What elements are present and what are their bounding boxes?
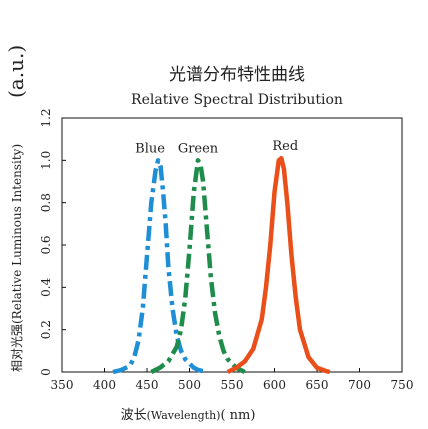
y-tick-label: 0.4 [39, 277, 53, 296]
y-axis-title: 相对光强(Relative Luminous Intensity) (a.u.) [4, 45, 28, 372]
x-tick-label: 500 [178, 378, 201, 392]
red-series-line [226, 155, 331, 375]
y-tick-label: 0.2 [39, 320, 53, 339]
x-tick-label: 400 [93, 378, 116, 392]
x-tick-label: 650 [306, 378, 329, 392]
green-series-label: Green [178, 141, 219, 156]
y-tick-label: 1.2 [39, 108, 53, 127]
x-tick-label: 450 [136, 378, 159, 392]
y-tick-label: 0.8 [39, 193, 53, 212]
y-axis-label: 相对光强(Relative Luminous Intensity) [10, 144, 24, 372]
green-series-line [150, 158, 246, 375]
chart-title: 光谱分布特性曲线 [169, 65, 305, 85]
blue-series-label: Blue [135, 141, 165, 156]
y-tick-label: 1.0 [39, 151, 53, 170]
x-tick-label: 700 [348, 378, 371, 392]
y-axis-ticks: 0 0.2 0.4 0.6 0.8 1.0 1.2 [39, 108, 66, 376]
y-tick-label: 0.6 [39, 235, 53, 254]
y-axis-unit: (a.u.) [4, 45, 28, 98]
y-tick-label: 0 [39, 368, 53, 376]
x-axis-unit: ( nm) [220, 408, 255, 423]
plot-frame [61, 117, 403, 373]
x-axis-title: 波长(Wavelength)( nm) [121, 407, 256, 423]
x-axis-label-cn: 波长 [121, 407, 147, 422]
x-axis-ticks: 350 400 450 500 550 600 650 700 750 [51, 368, 414, 392]
series-layer: Blue Green Red [112, 139, 331, 375]
chart-subtitle: Relative Spectral Distribution [131, 92, 343, 108]
x-tick-label: 600 [263, 378, 286, 392]
x-tick-label: 350 [51, 378, 74, 392]
x-axis-label-en: (Wavelength) [147, 409, 221, 422]
blue-series-line [112, 158, 208, 375]
x-tick-label: 750 [391, 378, 414, 392]
x-tick-label: 550 [221, 378, 244, 392]
red-series-label: Red [272, 139, 298, 154]
